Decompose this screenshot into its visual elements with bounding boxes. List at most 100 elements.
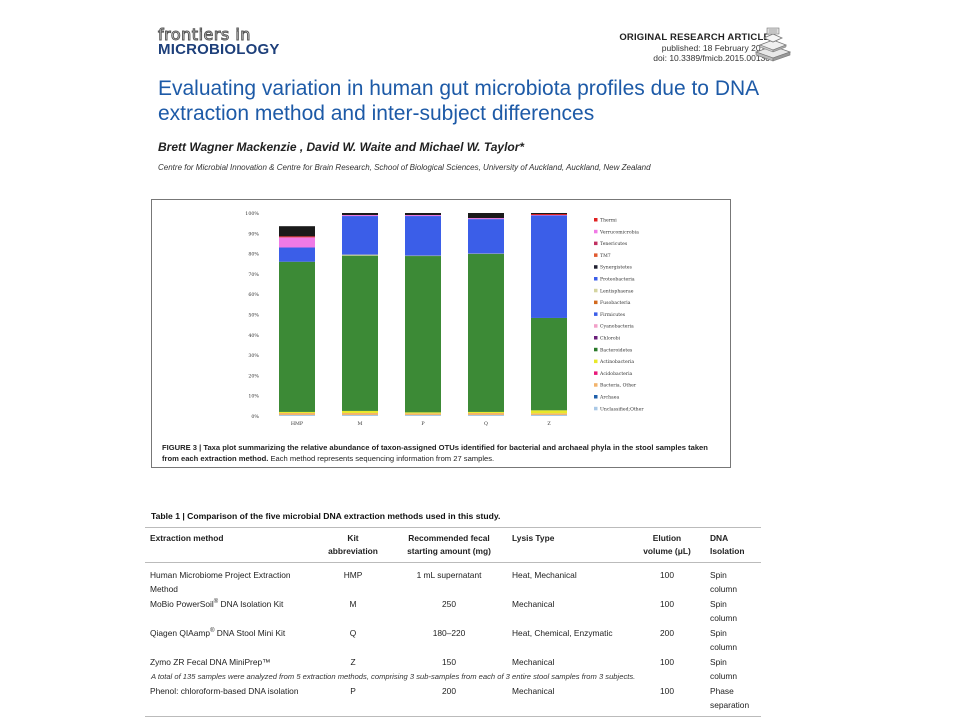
legend-label: Thermi [600, 218, 617, 224]
cell-elution-volume-text: 100 [660, 657, 674, 667]
cell-kit-abbreviation-text: M [349, 599, 357, 609]
y-tick-label: 100% [245, 211, 259, 217]
cell-starting-amount-text: 250 [442, 599, 456, 609]
legend-label: Cyanobacteria [600, 324, 634, 330]
cell-kit-abbreviation-text: Z [350, 657, 356, 667]
legend-swatch [594, 336, 598, 340]
bar-segment [531, 213, 567, 215]
legend-swatch [594, 347, 598, 352]
table-footnote: A total of 135 samples were analyzed fro… [151, 672, 636, 681]
cell-elution-volume-text: 100 [660, 599, 674, 609]
bar-segment [279, 237, 315, 248]
legend-swatch [594, 241, 598, 246]
bar-segment [279, 414, 315, 416]
cell-dna-isolation: Spin column [705, 563, 761, 597]
y-tick-label: 50% [248, 313, 259, 319]
cell-lysis-type-text: Heat, Chemical, Enzymatic [512, 628, 613, 638]
table-header-row: Extraction method Kit abbreviation Recomm… [145, 527, 761, 563]
cell-elution-volume-text: 100 [660, 686, 674, 696]
cell-starting-amount: 250 [391, 596, 507, 625]
header-starting-amount: Recommended fecal starting amount (mg) [391, 527, 507, 563]
cell-elution-volume: 200 [629, 625, 705, 654]
bar-segment [468, 254, 504, 412]
bar-segment [531, 317, 567, 411]
y-tick-label: 40% [248, 333, 259, 339]
cell-starting-amount: 200 [391, 683, 507, 717]
bar-segment [531, 410, 567, 414]
cell-starting-amount-text: 150 [442, 657, 456, 667]
cell-dna-isolation: Spin column [705, 654, 761, 683]
table-row: Phenol: chloroform-based DNA isolation P 2… [145, 683, 761, 717]
cell-extraction-method-text: Qiagen QIAamp [150, 628, 211, 638]
cell-extraction-method-text-suffix: DNA Stool Mini Kit [214, 628, 286, 638]
bar-segment [279, 411, 315, 413]
bar-segment [405, 215, 441, 217]
legend-label: Unclassified;Other [600, 406, 644, 412]
cell-dna-isolation-text: Spin column [710, 657, 737, 681]
x-tick-label: Z [547, 421, 551, 427]
y-tick-label: 60% [248, 292, 259, 298]
legend-label: Proteobacteria [600, 277, 635, 283]
bar-segment [405, 413, 441, 415]
table-row: MoBio PowerSoil® DNA Isolation Kit M 250 Me… [145, 596, 761, 625]
bar-segment [405, 414, 441, 416]
cell-lysis-type-text: Heat, Mechanical [512, 570, 577, 580]
article-type: ORIGINAL RESEARCH ARTICLE [619, 32, 770, 43]
cell-elution-volume: 100 [629, 563, 705, 597]
doi: doi: 10.3389/fmicb.2015.00130 [653, 53, 770, 63]
cell-kit-abbreviation: Q [315, 625, 391, 654]
header-elution-line2: volume (μL) [643, 546, 691, 556]
x-tick-label: P [421, 421, 425, 427]
cell-starting-amount-text: 180–220 [432, 628, 466, 638]
legend-swatch [594, 277, 598, 281]
cell-elution-volume: 100 [629, 654, 705, 683]
cell-extraction-method: Human Microbiome Project Extraction Meth… [145, 563, 315, 597]
header-amount-line2: starting amount (mg) [407, 546, 491, 556]
table-title: Table 1 | Comparison of the five microbi… [151, 511, 501, 521]
cell-extraction-method-text: Phenol: chloroform-based DNA isolation [150, 686, 299, 696]
cell-kit-abbreviation-text: HMP [343, 570, 363, 580]
header-kit-abbreviation: Kit abbreviation [315, 527, 391, 563]
registered-mark: ® [213, 599, 219, 606]
cell-starting-amount: 150 [391, 654, 507, 683]
cell-lysis-type: Mechanical [507, 683, 629, 717]
header-extraction-method: Extraction method [145, 527, 315, 563]
header-kit-line2: abbreviation [328, 546, 378, 556]
bar-segment [468, 218, 504, 220]
table-body: Human Microbiome Project Extraction Meth… [145, 563, 761, 717]
bar-segment [468, 412, 504, 415]
cell-kit-abbreviation-text: P [350, 686, 356, 696]
registered-mark: ® [210, 628, 215, 635]
x-tick-label: HMP [291, 421, 304, 427]
article-meta: ORIGINAL RESEARCH ARTICLE published: 18 … [619, 32, 770, 64]
header-dna-isolation: DNA Isolation [705, 527, 761, 563]
cell-dna-isolation: Phase separation [705, 683, 761, 717]
legend-label: Verrucomicrobia [599, 229, 639, 235]
legend-swatch [594, 300, 598, 305]
legend-label: Bacteria, Other [600, 383, 637, 389]
header-elution-line1: Elution [652, 533, 682, 543]
bar-segment [468, 213, 504, 219]
legend-swatch [594, 218, 598, 222]
y-tick-label: 30% [248, 353, 259, 359]
y-tick-label: 10% [248, 394, 259, 400]
cell-dna-isolation-text: Spin column [710, 599, 737, 623]
header-elution-volume: Elution volume (μL) [629, 527, 705, 563]
legend-swatch [594, 395, 598, 399]
cell-extraction-method-text: Zymo ZR Fecal DNA MiniPrep™ [150, 657, 271, 667]
header-lysis-type: Lysis Type [507, 527, 629, 563]
cell-extraction-method: Zymo ZR Fecal DNA MiniPrep™ [145, 654, 315, 683]
cell-extraction-method: MoBio PowerSoil® DNA Isolation Kit [145, 596, 315, 625]
legend-swatch [594, 359, 598, 364]
legend-label: Actinobacteria [599, 359, 634, 365]
cell-lysis-type: Heat, Mechanical [507, 563, 629, 597]
bar-segment [279, 226, 315, 237]
cell-starting-amount-text: 1 mL supernatant [416, 570, 482, 580]
figure-caption-bold: FIGURE 3 | Taxa plot summarizing the rel… [162, 443, 708, 463]
cell-extraction-method-text-suffix: DNA Isolation Kit [218, 599, 284, 609]
cell-extraction-method: Phenol: chloroform-based DNA isolation [145, 683, 315, 717]
stacked-layers-icon [754, 27, 792, 62]
cell-kit-abbreviation: P [315, 683, 391, 717]
y-tick-label: 90% [248, 231, 259, 237]
legend-swatch [594, 265, 598, 269]
